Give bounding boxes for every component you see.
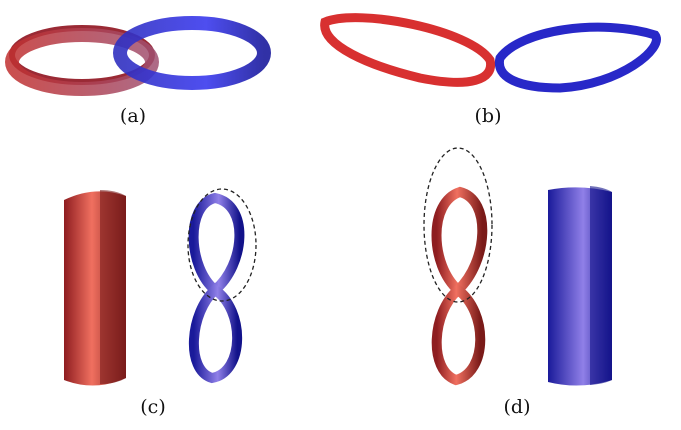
red-twisted-ring	[325, 18, 491, 83]
panel-label: (c)	[140, 396, 165, 418]
blue-band-back	[590, 186, 612, 385]
panel-b-ribbons	[325, 18, 657, 88]
panel-d-ribbons	[424, 148, 612, 386]
red-figure-eight-bottom	[437, 290, 481, 380]
panel-a-ribbons	[12, 23, 264, 89]
figure: (a) (b) (c) (d)	[0, 0, 681, 426]
blue-twisted-ring	[499, 27, 656, 88]
panel-label: (b)	[475, 105, 502, 127]
panel-label: (a)	[120, 105, 146, 127]
red-figure-eight-top	[437, 192, 483, 290]
panel-c-ribbons	[64, 189, 256, 386]
blue-figure-eight-bottom	[194, 290, 237, 378]
panel-label: (d)	[504, 396, 531, 418]
page: (a) (b) (c) (d) (() => { const data = JS…	[0, 0, 681, 426]
blue-figure-eight-top	[194, 198, 240, 290]
red-band-back	[100, 190, 126, 384]
